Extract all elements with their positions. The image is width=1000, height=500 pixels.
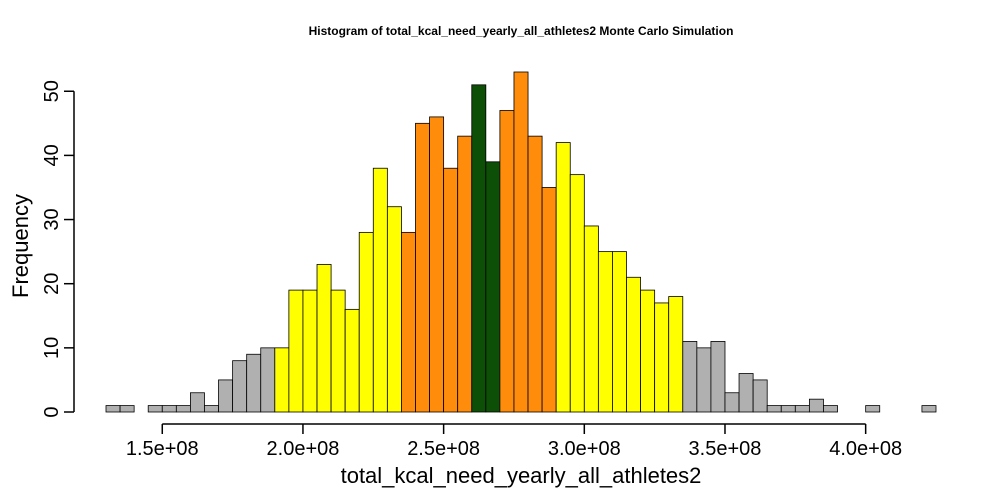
histogram-bar [808, 398, 824, 413]
chart-title: Histogram of total_kcal_need_yearly_all_… [309, 24, 734, 38]
histogram-bar [358, 231, 374, 413]
x-tick-label: 1.5e+08 [126, 438, 199, 460]
histogram-bar [823, 405, 838, 413]
histogram-bar [921, 405, 937, 413]
histogram-bar [752, 379, 768, 413]
histogram-bar [218, 379, 234, 413]
histogram-bar [766, 405, 782, 413]
histogram-bar [288, 289, 304, 413]
histogram-bar [105, 405, 121, 413]
histogram-bar [710, 341, 726, 413]
histogram-bar [471, 84, 487, 413]
histogram-bar [232, 360, 248, 413]
y-tick-label: 10 [41, 337, 63, 359]
x-tick-label: 4.0e+08 [829, 438, 902, 460]
histogram-bar [513, 71, 529, 413]
histogram-bar [865, 405, 881, 413]
histogram-bar [780, 405, 796, 413]
histogram-bar [583, 225, 599, 413]
histogram-bar [372, 167, 388, 413]
histogram-bar [794, 405, 810, 413]
x-tick-label: 3.0e+08 [548, 438, 621, 460]
histogram-bar [190, 392, 205, 413]
x-axis-label: total_kcal_need_yearly_all_athletes2 [341, 463, 702, 488]
histogram-bar [204, 405, 219, 413]
histogram-bar [429, 116, 445, 413]
histogram-bar [654, 302, 670, 413]
y-axis: 0 10 20 30 40 50 [41, 80, 75, 418]
y-tick-label: 30 [41, 208, 63, 230]
y-tick-label: 50 [41, 80, 63, 102]
x-tick-label: 2.5e+08 [407, 438, 480, 460]
y-tick-label: 40 [41, 144, 63, 166]
bars-group [105, 71, 937, 413]
histogram-bar [344, 308, 360, 413]
histogram-bar [415, 122, 430, 413]
histogram-bar [302, 289, 318, 413]
histogram-bar [597, 251, 613, 413]
histogram-bar [668, 296, 684, 413]
histogram-bar [175, 405, 191, 413]
histogram-bar [696, 347, 712, 413]
histogram-bar [443, 167, 459, 413]
histogram-bar [316, 264, 332, 413]
histogram-bar [161, 405, 177, 413]
histogram-bar [119, 405, 135, 413]
histogram-bar [541, 187, 557, 413]
histogram-bar [499, 110, 515, 413]
histogram-bar [330, 289, 346, 413]
histogram-bar [626, 276, 641, 413]
y-tick-label: 0 [41, 406, 63, 417]
x-tick-label: 2.0e+08 [267, 438, 340, 460]
histogram-bar [147, 405, 163, 413]
histogram-bar [527, 135, 543, 413]
histogram-bar [386, 206, 402, 413]
histogram-bar [274, 347, 290, 413]
y-tick-label: 20 [41, 273, 63, 295]
histogram-bar [555, 142, 571, 413]
histogram-bar [569, 174, 585, 413]
histogram-bar [724, 392, 740, 413]
histogram-bar [457, 135, 473, 413]
histogram-bar [401, 231, 416, 413]
histogram-bar [246, 353, 262, 413]
x-axis: 1.5e+08 2.0e+08 2.5e+08 3.0e+08 3.5e+08 4.0e+… [126, 423, 902, 460]
histogram-bar [682, 341, 698, 413]
y-axis-label: Frequency [8, 194, 33, 298]
histogram-bar [738, 373, 754, 413]
histogram-bar [612, 251, 627, 413]
x-tick-label: 3.5e+08 [689, 438, 762, 460]
histogram-bar [260, 347, 276, 413]
histogram-bar [485, 161, 501, 413]
histogram-bar [640, 289, 656, 413]
